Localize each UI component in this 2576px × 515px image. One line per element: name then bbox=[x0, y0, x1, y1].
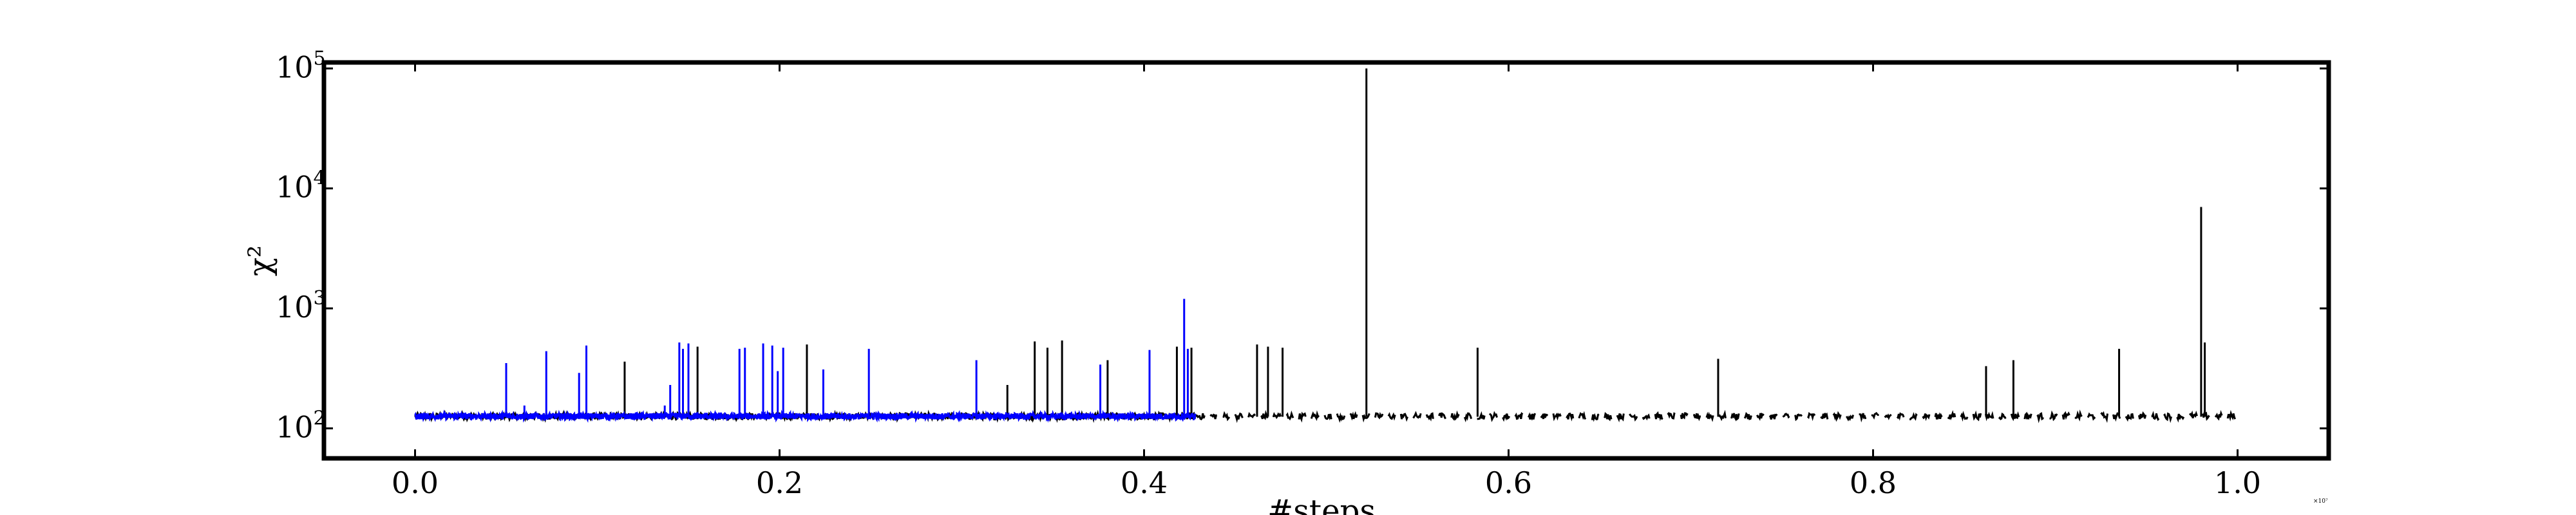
y-tick-base: 10 bbox=[276, 409, 314, 444]
y-tick-base: 10 bbox=[276, 290, 314, 324]
y-tick-base: 10 bbox=[276, 50, 314, 84]
y-tick-base: 10 bbox=[276, 170, 314, 205]
y-tick-label: 105 bbox=[276, 47, 326, 84]
x-axis-multiplier: ×10⁷ bbox=[2313, 498, 2328, 505]
y-tick-exponent: 4 bbox=[314, 167, 326, 190]
series-line bbox=[414, 409, 1197, 423]
x-tick-label: 0.6 bbox=[1485, 465, 1532, 500]
x-tick-label: 0.8 bbox=[1850, 465, 1897, 500]
x-tick-label: 0.0 bbox=[392, 465, 439, 500]
x-axis-label: #steps bbox=[1267, 493, 1376, 515]
y-tick-exponent: 5 bbox=[314, 47, 326, 70]
series-black bbox=[414, 68, 2236, 424]
y-axis-label: χ² bbox=[242, 245, 278, 276]
x-tick-label: 0.2 bbox=[756, 465, 803, 500]
x-tick-label: 1.0 bbox=[2214, 465, 2261, 500]
plot-area bbox=[414, 68, 2236, 424]
y-tick-exponent: 3 bbox=[314, 287, 326, 310]
x-tick-label: 0.4 bbox=[1121, 465, 1168, 500]
y-tick-label: 104 bbox=[276, 167, 326, 205]
y-tick-exponent: 2 bbox=[314, 407, 326, 429]
series-blue bbox=[414, 299, 1197, 423]
y-tick-label: 102 bbox=[276, 407, 326, 444]
plot-frame bbox=[321, 60, 2331, 461]
y-tick-label: 103 bbox=[276, 287, 326, 324]
x-axis: 0.0 0.2 0.4 0.6 0.8 1.0 bbox=[392, 62, 2261, 500]
